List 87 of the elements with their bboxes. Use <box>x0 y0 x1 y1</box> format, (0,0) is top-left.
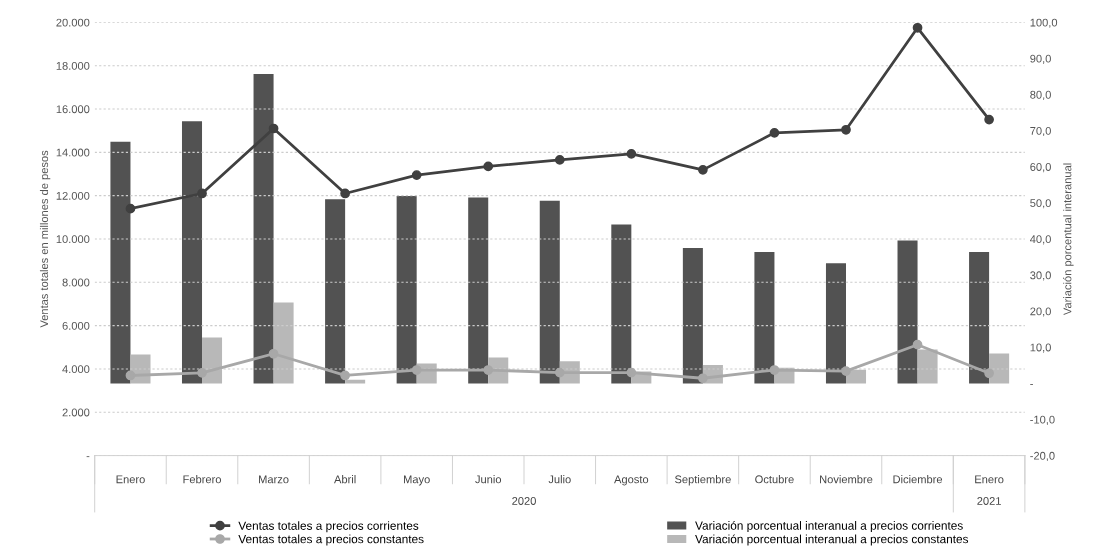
y2-tick-label: 20,0 <box>1030 307 1051 317</box>
point <box>197 367 207 378</box>
point <box>411 170 422 180</box>
point <box>483 365 494 375</box>
x-tick-label: Abril <box>334 475 356 484</box>
bar <box>181 121 203 384</box>
legend-label: Variación porcentual interanual a precios constantes <box>695 534 969 546</box>
y-tick-label: 4.000 <box>62 365 90 374</box>
bar <box>253 73 274 384</box>
legend-label: Ventas totales a precios corrientes <box>238 521 419 533</box>
bar <box>273 302 294 384</box>
x-tick-label: Enero <box>116 475 145 484</box>
x-tick-label: Agosto <box>614 475 649 486</box>
point <box>698 373 708 384</box>
bar <box>917 349 938 384</box>
point <box>125 203 136 214</box>
bar <box>325 199 346 384</box>
y2-tick-label: 30,0 <box>1030 271 1051 281</box>
y2-tick-label: 60,0 <box>1030 163 1051 173</box>
x-tick-label: Julio <box>548 475 571 484</box>
point <box>483 161 494 172</box>
y-tick-label: 20.000 <box>56 18 90 27</box>
point <box>268 348 279 359</box>
point <box>340 188 350 199</box>
bar <box>897 240 918 384</box>
point <box>411 365 422 375</box>
x-tick-label: Mayo <box>404 475 430 486</box>
x-tick-label: Septiembre <box>674 475 731 486</box>
point <box>125 370 136 381</box>
x-tick-label: Marzo <box>259 475 289 484</box>
bar <box>989 353 1010 384</box>
bar <box>539 200 560 384</box>
x-tick-label: Junio <box>475 475 502 484</box>
point <box>626 367 637 378</box>
text: 2020 <box>512 497 536 505</box>
y2-tick-label: 90,0 <box>1030 54 1051 64</box>
y-tick-label: 6.000 <box>62 321 90 330</box>
y2-tick-label: 80,0 <box>1030 90 1051 101</box>
y2-tick-label: 100,0 <box>1030 18 1058 28</box>
y2-tick-label: - <box>1030 384 1033 385</box>
bar <box>611 224 632 384</box>
point <box>554 367 565 378</box>
bar <box>682 248 703 384</box>
text: 2021 <box>977 497 1001 505</box>
point <box>769 365 780 375</box>
bar <box>468 197 489 384</box>
x-tick-label: Enero <box>975 475 1004 484</box>
y2-tick-label: -10,0 <box>1030 415 1055 425</box>
y2-tick-label: 10,0 <box>1030 343 1051 353</box>
bar <box>110 141 131 384</box>
y-tick-label: 10.000 <box>56 235 90 244</box>
x-tick-label: Diciembre <box>893 475 943 484</box>
point <box>769 127 780 138</box>
point <box>340 370 350 381</box>
x-tick-label: Noviembre <box>820 475 873 484</box>
y-tick-label: 18.000 <box>56 61 90 70</box>
point <box>912 22 923 33</box>
y-tick-label: 16.000 <box>56 105 90 114</box>
point <box>554 155 565 165</box>
legend-label: Ventas totales a precios constantes <box>238 534 424 546</box>
y-tick-label: 12.000 <box>56 191 90 200</box>
point <box>268 123 279 134</box>
y-tick-label: - <box>86 456 90 458</box>
point <box>984 368 994 379</box>
y-tick-label: 2.000 <box>62 408 90 417</box>
y-tick-label: 14.000 <box>56 148 90 157</box>
bar <box>396 196 417 384</box>
point <box>841 124 851 135</box>
y2-tick-label: 40,0 <box>1030 235 1051 245</box>
y2-tick-label: 50,0 <box>1030 199 1051 209</box>
point <box>984 114 994 125</box>
x-tick-label: Octubre <box>755 475 794 484</box>
bar <box>825 263 846 384</box>
bar <box>969 251 990 384</box>
y2-tick-label: -20,0 <box>1030 451 1055 462</box>
x-tick-label: Febrero <box>183 475 222 484</box>
point <box>698 165 708 175</box>
point <box>197 188 207 199</box>
point <box>912 339 923 350</box>
y2-axis-title: Variación porcentual interanual <box>1063 163 1074 316</box>
legend-label: Variación porcentual interanual a precios corrientes <box>695 520 963 533</box>
point <box>626 148 637 159</box>
bar <box>754 251 775 384</box>
point <box>841 366 851 376</box>
y2-tick-label: 70,0 <box>1030 126 1051 137</box>
y-axis-title: Ventas totales en millones de pesos <box>39 150 51 328</box>
y-tick-label: 8.000 <box>62 278 90 287</box>
